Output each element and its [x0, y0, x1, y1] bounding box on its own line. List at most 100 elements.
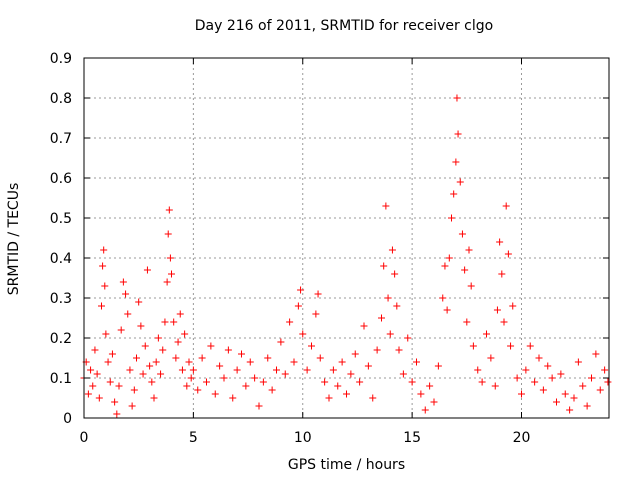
data-point — [507, 342, 515, 350]
data-point — [264, 354, 272, 362]
data-point — [101, 282, 109, 290]
data-point — [378, 314, 385, 322]
data-point — [89, 382, 97, 390]
data-point — [268, 386, 276, 394]
data-point — [395, 346, 403, 354]
data-point — [463, 318, 471, 326]
data-point — [216, 362, 224, 370]
data-point — [312, 310, 320, 318]
data-point — [579, 382, 587, 390]
data-point — [126, 366, 134, 374]
data-point — [93, 370, 101, 378]
y-tick-label: 0 — [63, 411, 72, 427]
data-point — [566, 406, 574, 414]
x-tick-label: 10 — [294, 430, 312, 446]
data-point — [596, 386, 604, 394]
data-point — [165, 206, 173, 214]
data-point — [172, 354, 180, 362]
data-point — [413, 358, 420, 366]
data-point — [509, 302, 517, 310]
data-point — [157, 370, 165, 378]
data-points — [80, 94, 612, 418]
data-point — [102, 330, 110, 338]
data-point — [106, 378, 114, 386]
data-point — [467, 282, 475, 290]
data-point — [303, 366, 311, 374]
data-point — [159, 346, 167, 354]
data-point — [461, 266, 469, 274]
data-point — [139, 370, 147, 378]
x-axis-label: GPS time / hours — [287, 457, 406, 473]
data-point — [148, 378, 156, 386]
data-point — [561, 390, 569, 398]
data-point — [351, 350, 359, 358]
data-point — [229, 394, 237, 402]
data-point — [601, 366, 609, 374]
data-point — [450, 190, 458, 198]
data-point — [434, 362, 442, 370]
data-point — [604, 378, 612, 386]
data-point — [421, 406, 429, 414]
data-point — [119, 278, 127, 286]
data-point — [380, 262, 388, 270]
data-point — [373, 346, 381, 354]
data-point — [496, 238, 504, 246]
plot-frame — [83, 57, 610, 419]
data-point — [334, 382, 342, 390]
data-point — [369, 394, 377, 402]
data-point — [166, 254, 174, 262]
data-point — [454, 130, 462, 138]
data-point — [133, 354, 140, 362]
data-point — [308, 342, 315, 350]
data-point — [111, 398, 119, 406]
data-point — [347, 370, 355, 378]
data-point — [137, 322, 145, 330]
data-point — [453, 94, 461, 102]
data-point — [483, 330, 490, 338]
data-point — [183, 382, 191, 390]
data-point — [150, 394, 158, 402]
data-point — [445, 254, 453, 262]
y-tick-label: 0.6 — [50, 171, 72, 187]
data-point — [526, 342, 534, 350]
data-point — [251, 374, 259, 382]
data-point — [388, 246, 396, 254]
data-point — [174, 338, 182, 346]
data-point — [122, 290, 130, 298]
data-point — [504, 250, 512, 258]
data-point — [439, 294, 447, 302]
data-point — [152, 358, 160, 366]
y-tick-label: 0.2 — [50, 331, 72, 347]
data-point — [343, 390, 350, 398]
data-point — [189, 366, 197, 374]
y-tick-label: 0.5 — [50, 211, 72, 227]
data-point — [211, 390, 219, 398]
data-point — [574, 358, 582, 366]
data-point — [95, 394, 103, 402]
data-point — [124, 310, 132, 318]
data-point — [170, 318, 178, 326]
data-point — [286, 318, 294, 326]
data-point — [207, 342, 215, 350]
data-point — [281, 370, 289, 378]
data-point — [417, 390, 425, 398]
grid-lines — [84, 58, 609, 418]
data-point — [198, 354, 206, 362]
y-tick-label: 0.4 — [50, 251, 72, 267]
y-tick-label: 0.7 — [50, 131, 72, 147]
data-point — [513, 374, 521, 382]
data-point — [294, 302, 302, 310]
data-point — [154, 334, 162, 342]
y-tick-label: 0.1 — [50, 371, 72, 387]
data-point — [557, 370, 565, 378]
data-point — [273, 366, 280, 374]
data-point — [163, 278, 171, 286]
data-point — [553, 398, 560, 406]
data-point — [299, 330, 307, 338]
data-point — [130, 386, 138, 394]
data-point — [364, 362, 372, 370]
data-point — [233, 366, 241, 374]
data-point — [325, 394, 333, 402]
data-point — [356, 378, 364, 386]
